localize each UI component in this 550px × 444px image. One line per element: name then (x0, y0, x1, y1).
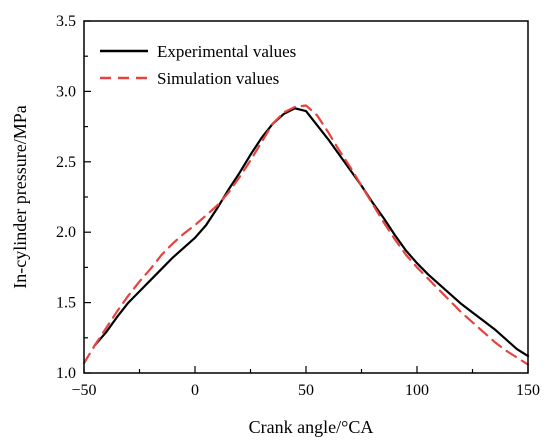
series-experimental-line (94, 107, 530, 358)
y-tick-label: 3.0 (56, 83, 76, 100)
y-tick-label: 3.5 (56, 13, 76, 30)
plot-frame (83, 20, 529, 374)
y-tick-label: 1.0 (56, 365, 76, 382)
x-axis-title: Crank angle/°CA (249, 417, 374, 437)
x-tick-label: 50 (298, 382, 314, 399)
y-axis-title: In-cylinder pressure/MPa (10, 105, 30, 288)
y-tick-label: 2.0 (56, 224, 76, 241)
y-tick-label: 2.5 (56, 154, 76, 171)
x-tick-label: −50 (71, 382, 96, 399)
series-simulation-line (82, 104, 530, 366)
legend-label-experimental: Experimental values (157, 42, 296, 61)
y-tick-label: 1.5 (56, 295, 76, 312)
legend: Experimental values Simulation values (100, 42, 296, 88)
axis-ticks: −50 0 50 100 150 1.0 1.5 2.0 2.5 3.0 3.5 (56, 13, 540, 399)
x-tick-label: 0 (191, 382, 199, 399)
legend-label-simulation: Simulation values (157, 69, 279, 88)
x-tick-label: 100 (405, 382, 429, 399)
x-tick-label: 150 (516, 382, 540, 399)
series-layer (82, 104, 530, 366)
